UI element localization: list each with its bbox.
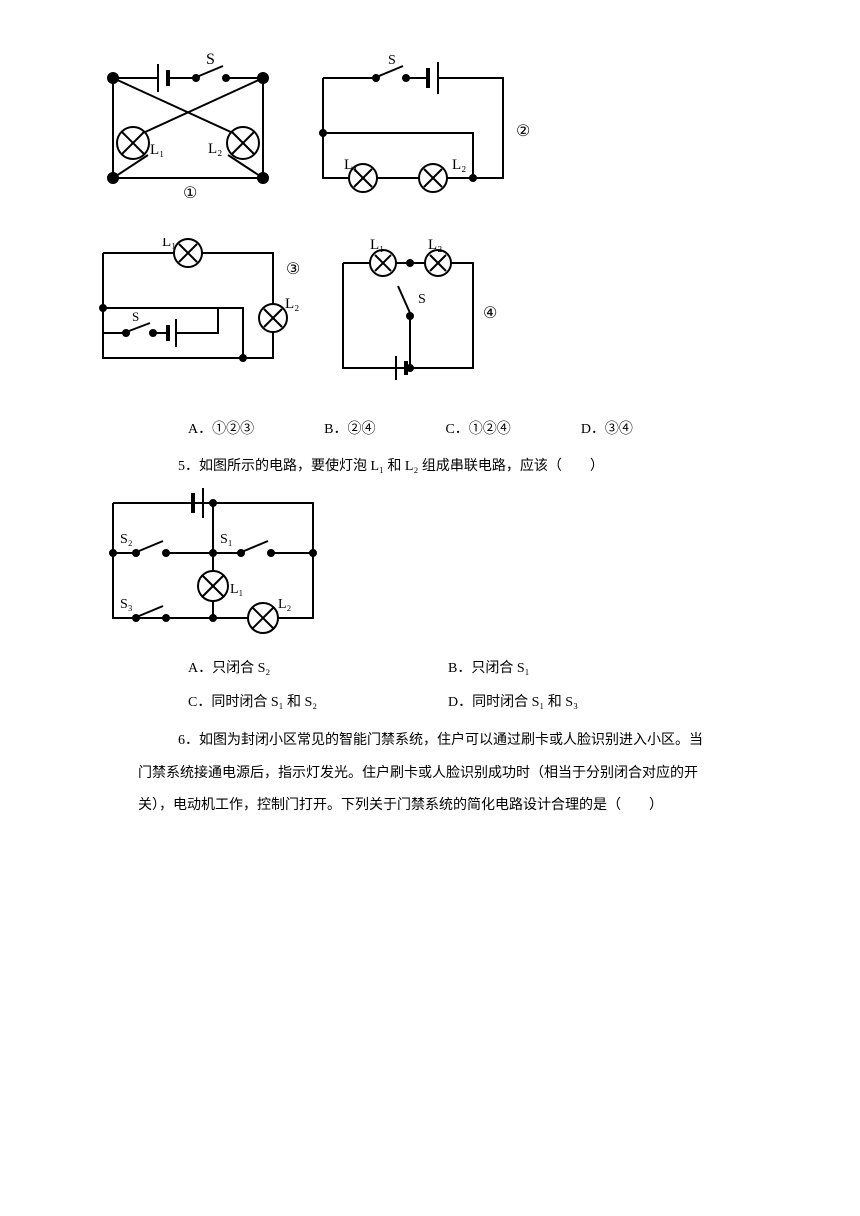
circuit-2: S L₁ L₂ ② bbox=[308, 48, 538, 208]
lamp-l2-label: L₂ bbox=[208, 141, 222, 157]
lamp-l1-label: L₁ bbox=[150, 142, 164, 158]
lamp-l2-label: L₂ bbox=[428, 238, 442, 253]
option-b: B．②④ bbox=[324, 418, 375, 438]
q5-option-c: C．同时闭合 S₁ 和 S₂ bbox=[188, 691, 448, 711]
q5-option-d: D．同时闭合 S₁ 和 S₃ bbox=[448, 691, 578, 711]
q5-options-row1: A．只闭合 S₂ B．只闭合 S₁ bbox=[88, 657, 772, 677]
q6-line2: 门禁系统接通电源后，指示灯发光。住户刷卡或人脸识别成功时（相当于分别闭合对应的开 bbox=[88, 758, 772, 790]
q6-line3: 关），电动机工作，控制门打开。下列关于门禁系统的简化电路设计合理的是（ ） bbox=[88, 790, 772, 822]
l2-label: L₂ bbox=[278, 597, 292, 612]
circuit-number: ④ bbox=[483, 305, 497, 322]
s2-label: S₂ bbox=[120, 532, 133, 547]
lamp-l1-label: L₁ bbox=[370, 238, 384, 253]
lamp-l2-label: L₂ bbox=[452, 157, 466, 173]
s1-label: S₁ bbox=[220, 532, 233, 547]
circuit-1: S L₁ L₂ bbox=[88, 48, 288, 208]
lamp-l1-label: L₁ bbox=[162, 238, 176, 250]
lamp-l1-label: L₁ bbox=[344, 157, 358, 173]
circuit-number: ① bbox=[183, 185, 197, 202]
circuit-3: L₁ S L₂ ③ bbox=[88, 238, 308, 388]
option-d: D．③④ bbox=[581, 418, 633, 438]
switch-label: S bbox=[388, 53, 396, 68]
option-a: A．①②③ bbox=[188, 418, 254, 438]
option-c: C．①②④ bbox=[445, 418, 510, 438]
l1-label: L₁ bbox=[230, 582, 243, 597]
switch-label: S bbox=[418, 292, 426, 307]
q5-circuit: S₂ S₁ S₃ L₁ L₂ bbox=[88, 488, 772, 643]
switch-label: S bbox=[206, 51, 215, 68]
lamp-l2-label: L₂ bbox=[285, 296, 299, 312]
circuit-4: L₁ L₂ S ④ bbox=[328, 238, 508, 388]
q5-stem: 5．如图所示的电路，要使灯泡 L₁ 和 L₂ 组成串联电路，应该（ ） bbox=[88, 456, 772, 478]
q5-option-a: A．只闭合 S₂ bbox=[188, 657, 448, 677]
circuit-number: ② bbox=[516, 123, 530, 140]
circuit-number: ③ bbox=[286, 261, 300, 278]
switch-label: S bbox=[132, 309, 139, 324]
circuit-row-2: L₁ S L₂ ③ bbox=[88, 238, 772, 388]
circuit-row-1: S L₁ L₂ bbox=[88, 48, 772, 208]
q5-option-b: B．只闭合 S₁ bbox=[448, 657, 530, 677]
q5-options-row2: C．同时闭合 S₁ 和 S₂ D．同时闭合 S₁ 和 S₃ bbox=[88, 691, 772, 711]
q6-line1: 6．如图为封闭小区常见的智能门禁系统，住户可以通过刷卡或人脸识别进入小区。当 bbox=[88, 725, 772, 757]
s3-label: S₃ bbox=[120, 597, 133, 612]
q4-options: A．①②③ B．②④ C．①②④ D．③④ bbox=[88, 418, 772, 438]
